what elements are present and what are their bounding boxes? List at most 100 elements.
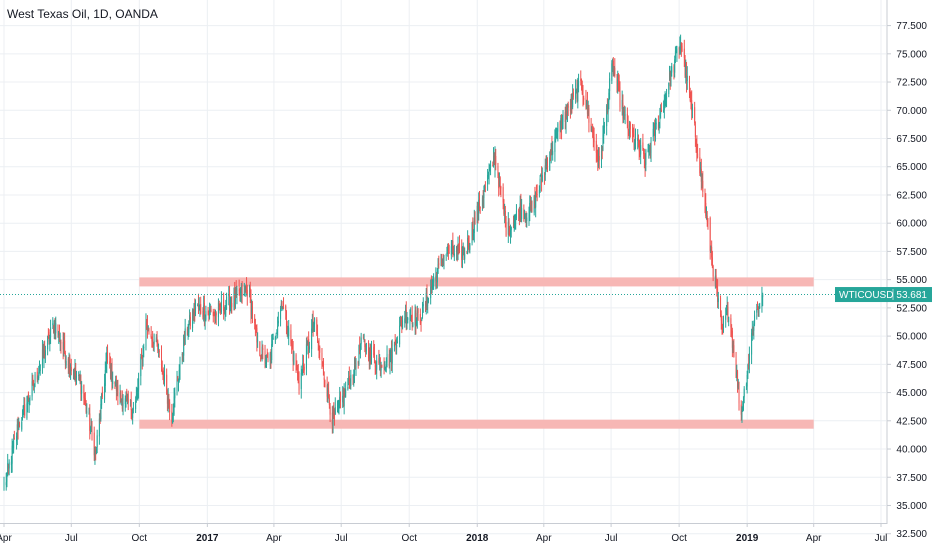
candle-body [409,317,411,320]
candle-body [302,363,304,372]
candle-body [450,246,452,256]
candle-body [47,334,49,335]
candle-body [215,313,217,316]
y-tick-label: 40.000 [896,445,927,456]
candle-body [735,359,737,378]
candle-body [425,292,427,308]
candle-body [694,107,696,124]
candle-body [311,328,313,350]
candle-body [664,98,666,101]
candle-body [354,356,356,367]
candle-body [716,284,718,290]
candle-body [288,327,290,337]
candle-body [757,308,759,311]
candle-body [293,352,295,364]
candle-body [461,251,463,259]
y-tick-label: 57.500 [896,247,927,258]
candle-body [166,391,168,404]
candle-body [530,204,532,213]
y-tick-label: 52.500 [896,303,927,314]
candle-body [759,306,761,309]
candle-body [121,400,123,402]
candle-body [295,354,297,371]
candle-body [585,99,587,108]
candle-body [32,378,34,381]
candle-body [68,359,70,368]
candle-body [359,346,361,352]
candle-body [581,85,583,94]
candle-body [416,317,418,325]
candle-body [223,299,225,311]
y-tick-label: 47.500 [896,360,927,371]
candle-body [705,213,707,215]
candle-body [184,328,186,345]
candle-body [27,394,29,402]
candle-body [251,306,253,319]
candle-body [663,99,665,111]
candle-body [269,353,271,362]
candle-body [637,138,639,146]
candle-body [93,432,95,456]
candle-body [12,445,14,448]
candle-body [643,154,645,160]
candle-body [249,289,251,297]
candle-body [593,137,595,143]
candle-body [178,369,180,381]
candle-body [535,193,537,197]
candle-body [115,379,117,387]
candle-body [545,162,547,166]
candle-body [737,383,739,389]
candle-body [328,390,330,399]
candle-body [390,349,392,363]
candle-body [307,341,309,346]
candle-body [380,366,382,371]
candle-body [467,237,469,246]
candle-body [117,385,119,397]
candle-body [401,323,403,328]
candle-body [37,377,39,379]
candle-body [728,316,730,322]
candle-body [78,374,80,381]
candle-body [235,288,237,294]
candle-body [595,140,597,153]
zone-layer [139,277,814,429]
candle-body [510,228,512,235]
candle-body [260,357,262,359]
candle-body [109,363,111,378]
candle-body [101,391,103,397]
candle-body [738,382,740,404]
candle-body [193,304,195,316]
candle-body [670,71,672,85]
candle-body [219,304,221,308]
x-tick-label: Oct [132,533,148,544]
candle-body [318,342,320,349]
candle-body [494,153,496,168]
candle-body [495,156,497,165]
candle-body [312,320,314,328]
candle-body [583,98,585,100]
candle-body [648,150,650,152]
candle-body [328,398,330,406]
candle-body [652,128,654,138]
candle-body [121,399,123,409]
candle-body [632,130,634,134]
candle-body [378,358,380,363]
candle-body [742,409,744,412]
candle-body [524,213,526,215]
candle-body [83,385,85,399]
candle-body [722,320,724,332]
candle-body [313,323,315,328]
candle-body [414,310,416,326]
candle-body [146,324,148,328]
candle-body [502,187,504,203]
candle-body [609,78,611,92]
candle-body [212,311,214,317]
candle-body [748,362,750,364]
candle-body [311,320,313,332]
candle-body [70,369,72,374]
candle-body [202,311,204,317]
candle-body [213,313,215,315]
x-tick-label: Apr [806,533,822,544]
candle-body [519,203,521,220]
candle-body [79,380,81,383]
